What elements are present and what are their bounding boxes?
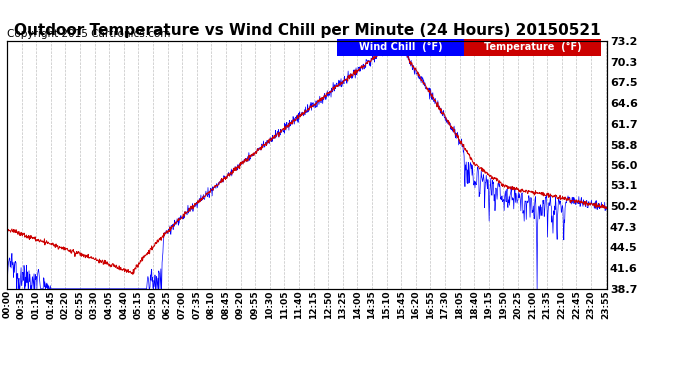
Text: Copyright 2015 Cartronics.com: Copyright 2015 Cartronics.com: [7, 29, 170, 39]
Title: Outdoor Temperature vs Wind Chill per Minute (24 Hours) 20150521: Outdoor Temperature vs Wind Chill per Mi…: [14, 22, 600, 38]
